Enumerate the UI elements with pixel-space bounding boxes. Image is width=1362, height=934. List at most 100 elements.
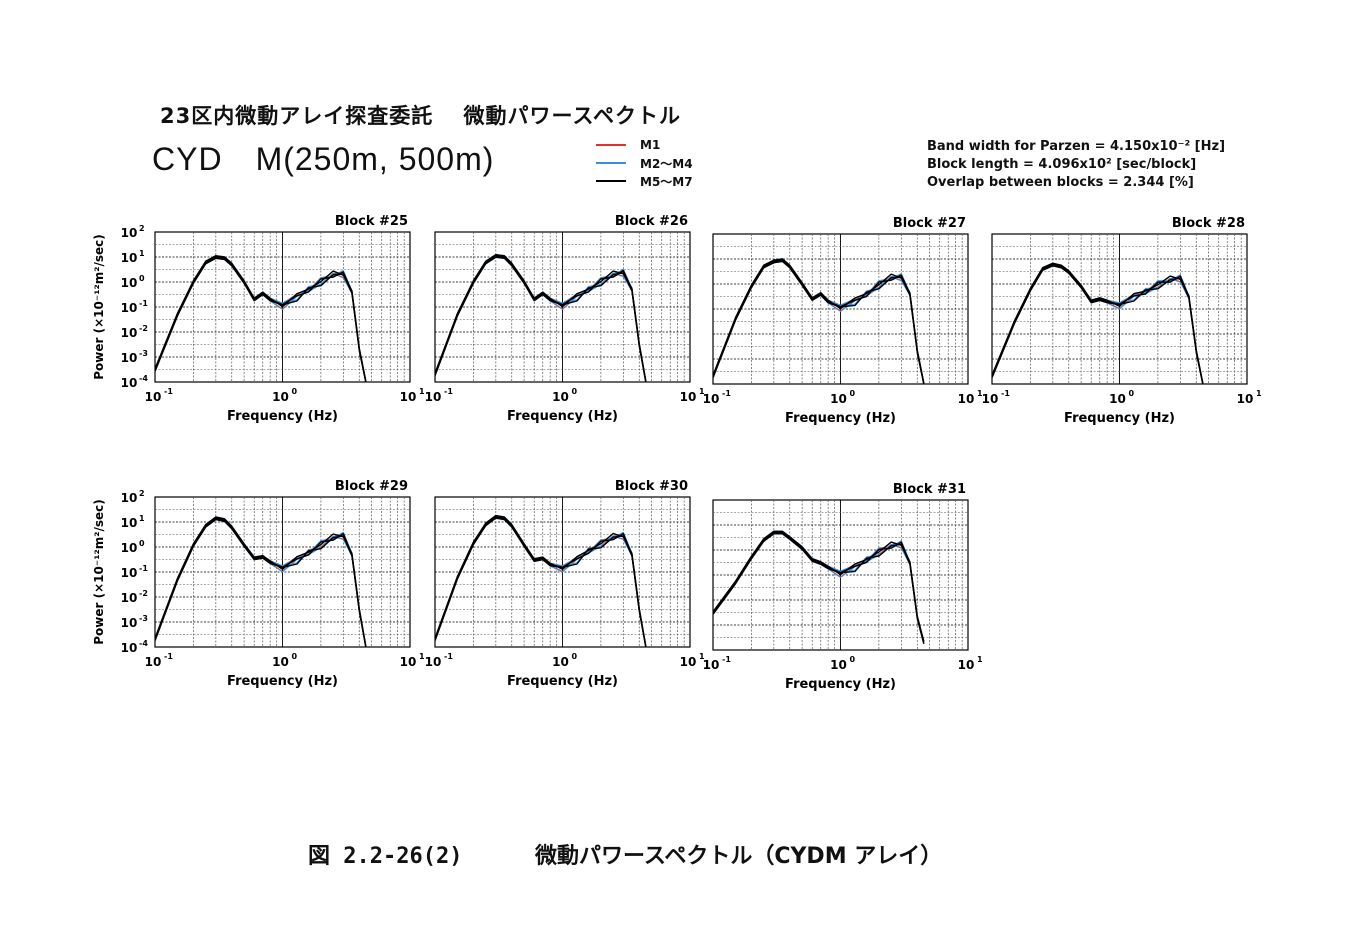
chart-title: Block #31 bbox=[893, 482, 966, 497]
y-tick-label: 10 bbox=[121, 251, 138, 265]
x-tick-label: 10 bbox=[830, 658, 847, 672]
legend-label: M1 bbox=[640, 138, 661, 152]
legend-swatch bbox=[596, 180, 626, 182]
x-tick-exponent: 0 bbox=[292, 652, 298, 661]
x-tick-label: 10 bbox=[272, 390, 289, 404]
series-line-m5-m7 bbox=[154, 257, 367, 383]
chart-title: Block #25 bbox=[335, 214, 408, 229]
legend-item-m1: M1 bbox=[596, 136, 693, 154]
x-tick-label: 10 bbox=[703, 392, 720, 406]
y-tick-label: 10 bbox=[121, 326, 138, 340]
x-tick-exponent: -1 bbox=[722, 389, 731, 398]
series-line-m5-m7 bbox=[434, 255, 647, 383]
y-tick-label: 10 bbox=[121, 566, 138, 580]
x-tick-label: 10 bbox=[425, 655, 442, 669]
x-axis-label: Frequency (Hz) bbox=[507, 674, 618, 689]
y-axis-label: Power (×10⁻¹²m²/sec) bbox=[92, 499, 106, 644]
x-tick-exponent: 1 bbox=[1256, 389, 1262, 398]
y-tick-exponent: -3 bbox=[139, 614, 148, 623]
y-tick-label: 10 bbox=[121, 276, 138, 290]
x-tick-exponent: 0 bbox=[572, 387, 578, 396]
x-tick-label: 10 bbox=[703, 658, 720, 672]
page-subtitle: CYD M(250m, 500m) bbox=[152, 141, 495, 177]
y-tick-label: 10 bbox=[121, 351, 138, 365]
series-line-m5-m7 bbox=[991, 263, 1204, 385]
legend-item-m2-m4: M2～M4 bbox=[596, 154, 693, 172]
series-line-m5-m7 bbox=[434, 517, 647, 648]
chart-title: Block #26 bbox=[615, 214, 688, 229]
y-tick-label: 10 bbox=[121, 616, 138, 630]
figure-caption: 微動パワースペクトル（CYDM アレイ） bbox=[535, 844, 943, 869]
x-tick-exponent: -1 bbox=[1001, 389, 1010, 398]
page-title: 23区内微動アレイ探査委託 微動パワースペクトル bbox=[160, 104, 682, 128]
x-tick-label: 10 bbox=[680, 655, 697, 669]
x-tick-exponent: 1 bbox=[419, 387, 425, 396]
y-tick-exponent: 0 bbox=[139, 274, 145, 283]
legend-label: M2～M4 bbox=[640, 156, 693, 171]
x-axis-label: Frequency (Hz) bbox=[1064, 411, 1175, 426]
x-tick-label: 10 bbox=[680, 390, 697, 404]
x-tick-label: 10 bbox=[958, 392, 975, 406]
x-tick-label: 10 bbox=[552, 390, 569, 404]
x-tick-exponent: 1 bbox=[699, 652, 705, 661]
x-tick-label: 10 bbox=[145, 390, 162, 404]
x-axis-label: Frequency (Hz) bbox=[785, 411, 896, 426]
y-tick-label: 10 bbox=[121, 301, 138, 315]
chart-title: Block #27 bbox=[893, 216, 966, 231]
legend-swatch bbox=[596, 162, 626, 164]
x-axis-label: Frequency (Hz) bbox=[507, 409, 618, 424]
x-tick-exponent: 0 bbox=[292, 387, 298, 396]
x-tick-label: 10 bbox=[958, 658, 975, 672]
x-tick-exponent: -1 bbox=[444, 652, 453, 661]
series-line-m5-m7 bbox=[712, 533, 925, 644]
series-line-m5-m7 bbox=[991, 265, 1204, 385]
figure-number: 図 2.2-26(2) bbox=[308, 844, 463, 869]
y-tick-exponent: 1 bbox=[139, 514, 145, 523]
x-tick-exponent: -1 bbox=[164, 387, 173, 396]
y-tick-label: 10 bbox=[121, 541, 138, 555]
x-tick-exponent: 1 bbox=[699, 387, 705, 396]
y-tick-label: 10 bbox=[121, 491, 138, 505]
x-tick-label: 10 bbox=[272, 655, 289, 669]
legend-label: M5～M7 bbox=[640, 174, 693, 189]
series-line-m5-m7 bbox=[712, 259, 925, 385]
chart-title: Block #29 bbox=[335, 479, 408, 494]
x-tick-exponent: 0 bbox=[850, 655, 856, 664]
legend-item-m5-m7: M5～M7 bbox=[596, 172, 693, 190]
y-tick-exponent: -2 bbox=[139, 324, 148, 333]
y-tick-exponent: 2 bbox=[139, 489, 145, 498]
y-tick-label: 10 bbox=[121, 226, 138, 240]
y-tick-exponent: -3 bbox=[139, 349, 148, 358]
x-axis-label: Frequency (Hz) bbox=[227, 409, 338, 424]
y-tick-exponent: 0 bbox=[139, 539, 145, 548]
param-band-width: Band width for Parzen = 4.150x10⁻² [Hz] bbox=[927, 139, 1226, 154]
x-tick-label: 10 bbox=[400, 390, 417, 404]
x-tick-exponent: -1 bbox=[722, 655, 731, 664]
x-tick-exponent: 1 bbox=[419, 652, 425, 661]
y-tick-label: 10 bbox=[121, 641, 138, 655]
x-tick-exponent: 0 bbox=[850, 389, 856, 398]
legend-swatch bbox=[596, 144, 626, 146]
analysis-parameters: Band width for Parzen = 4.150x10⁻² [Hz] … bbox=[927, 138, 1225, 192]
x-tick-exponent: -1 bbox=[444, 387, 453, 396]
series-line-m5-m7 bbox=[154, 517, 367, 648]
y-tick-exponent: -1 bbox=[139, 299, 148, 308]
chart-title: Block #30 bbox=[615, 479, 688, 494]
y-axis-label: Power (×10⁻¹²m²/sec) bbox=[92, 234, 106, 379]
y-tick-exponent: -2 bbox=[139, 589, 148, 598]
x-tick-exponent: -1 bbox=[164, 652, 173, 661]
x-tick-label: 10 bbox=[1109, 392, 1126, 406]
x-tick-exponent: 1 bbox=[977, 389, 983, 398]
x-tick-label: 10 bbox=[552, 655, 569, 669]
y-tick-exponent: -4 bbox=[139, 639, 148, 648]
x-tick-exponent: 1 bbox=[977, 655, 983, 664]
x-tick-label: 10 bbox=[145, 655, 162, 669]
x-axis-label: Frequency (Hz) bbox=[785, 677, 896, 692]
